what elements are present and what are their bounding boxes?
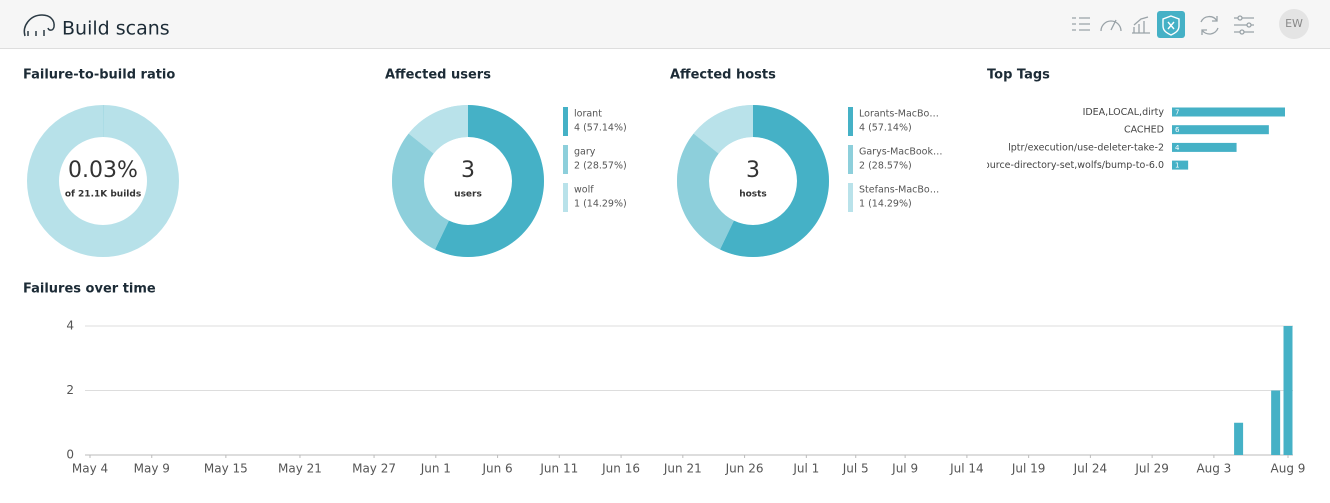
tag-bar [1172,125,1269,135]
x-tick-label: May 15 [204,462,248,476]
settings-button[interactable] [1234,15,1254,35]
panel-title: Top Tags [987,68,1050,83]
shield-icon [1162,15,1180,36]
legend-swatch [563,107,568,136]
donut-slice [693,104,753,154]
donut-slice [408,104,468,154]
panel-title: Affected users [385,68,491,83]
avatar[interactable] [1279,9,1309,39]
legend-value: 2 (28.57%) [574,161,627,172]
x-tick-label: Jun 11 [539,462,578,476]
center-value: 0.03% [68,158,138,183]
legend-value: 1 (14.29%) [859,199,912,210]
y-tick-label: 4 [66,319,74,333]
y-tick-label: 0 [66,448,74,462]
header-bar [0,0,1330,48]
legend-name: wolf [574,185,594,196]
x-tick-label: May 9 [134,462,170,476]
legend-swatch [563,183,568,212]
x-tick-label: Jul 29 [1134,462,1169,476]
tag-count: 4 [1175,144,1180,152]
x-tick-label: Jun 21 [663,462,702,476]
bar [1271,390,1281,455]
toolbar: EW [1072,9,1309,39]
x-tick-label: Jul 24 [1073,462,1108,476]
tag-bar [1172,142,1237,152]
tag-label: /source-directory-set,wolfs/bump-to-6.0 [976,160,1164,171]
performance-button[interactable] [1100,19,1122,32]
trends-button[interactable] [1132,16,1150,34]
x-tick-label: Aug 9 [1271,462,1306,476]
avatar-initials: EW [1285,17,1303,30]
logo [23,14,55,37]
donut-slice [676,133,734,250]
bar [1283,326,1293,455]
tag-count: 7 [1175,109,1179,117]
x-tick-label: May 27 [352,462,396,476]
x-tick-label: Jul 14 [949,462,984,476]
x-tick-label: Jul 5 [842,462,869,476]
x-tick-label: Jun 16 [601,462,640,476]
legend-value: 4 (57.14%) [574,123,627,134]
app-title: Build scans [62,18,170,40]
tags-list: IDEA,LOCAL,dirty 7 CACHED 6 lptr/execution/u… [976,107,1285,171]
list-view-button[interactable] [1072,17,1090,31]
donut-slice [391,133,449,250]
legend-swatch [848,107,853,136]
x-tick-label: Jun 1 [420,462,451,476]
center-label: of 21.1K builds [65,190,141,200]
refresh-button[interactable] [1200,15,1219,35]
x-tick-label: Jul 9 [891,462,918,476]
x-tick-label: May 21 [278,462,322,476]
x-tick-label: Jul 1 [792,462,819,476]
x-tick-label: Jun 26 [725,462,764,476]
tag-count: 6 [1175,126,1180,134]
legend-swatch [848,145,853,174]
center-value: 3 [746,158,760,183]
tag-bar [1172,107,1285,117]
y-tick-label: 2 [66,383,74,397]
legend-name: gary [574,147,596,158]
tag-label: lptr/execution/use-deleter-take-2 [1008,142,1164,153]
tag-label: IDEA,LOCAL,dirty [1083,107,1165,118]
center-label: users [454,190,482,200]
panel-title: Failure-to-build ratio [23,68,175,83]
bar [1234,422,1244,455]
legend-value: 1 (14.29%) [574,199,627,210]
donut-slice [720,105,830,257]
x-tick-label: Jul 19 [1011,462,1046,476]
legend-value: 4 (57.14%) [859,123,912,134]
legend-name: Stefans-MacBo… [859,185,939,196]
panel-title: Affected hosts [670,68,776,83]
legend-swatch [848,183,853,212]
panel-title: Failures over time [23,282,156,297]
legend-swatch [563,145,568,174]
donut-slice [435,105,545,257]
legend-name: lorant [574,109,602,120]
x-tick-label: May 4 [72,462,108,476]
x-tick-label: Aug 3 [1196,462,1231,476]
tag-label: CACHED [1124,125,1164,136]
center-value: 3 [461,158,475,183]
legend-name: Garys-MacBook… [859,147,942,158]
tag-count: 1 [1175,162,1179,170]
tag-bar [1172,160,1189,170]
legend-name: Lorants-MacBo… [859,109,939,120]
x-tick-label: Jun 6 [481,462,512,476]
legend-value: 2 (28.57%) [859,161,912,172]
center-label: hosts [739,190,767,200]
